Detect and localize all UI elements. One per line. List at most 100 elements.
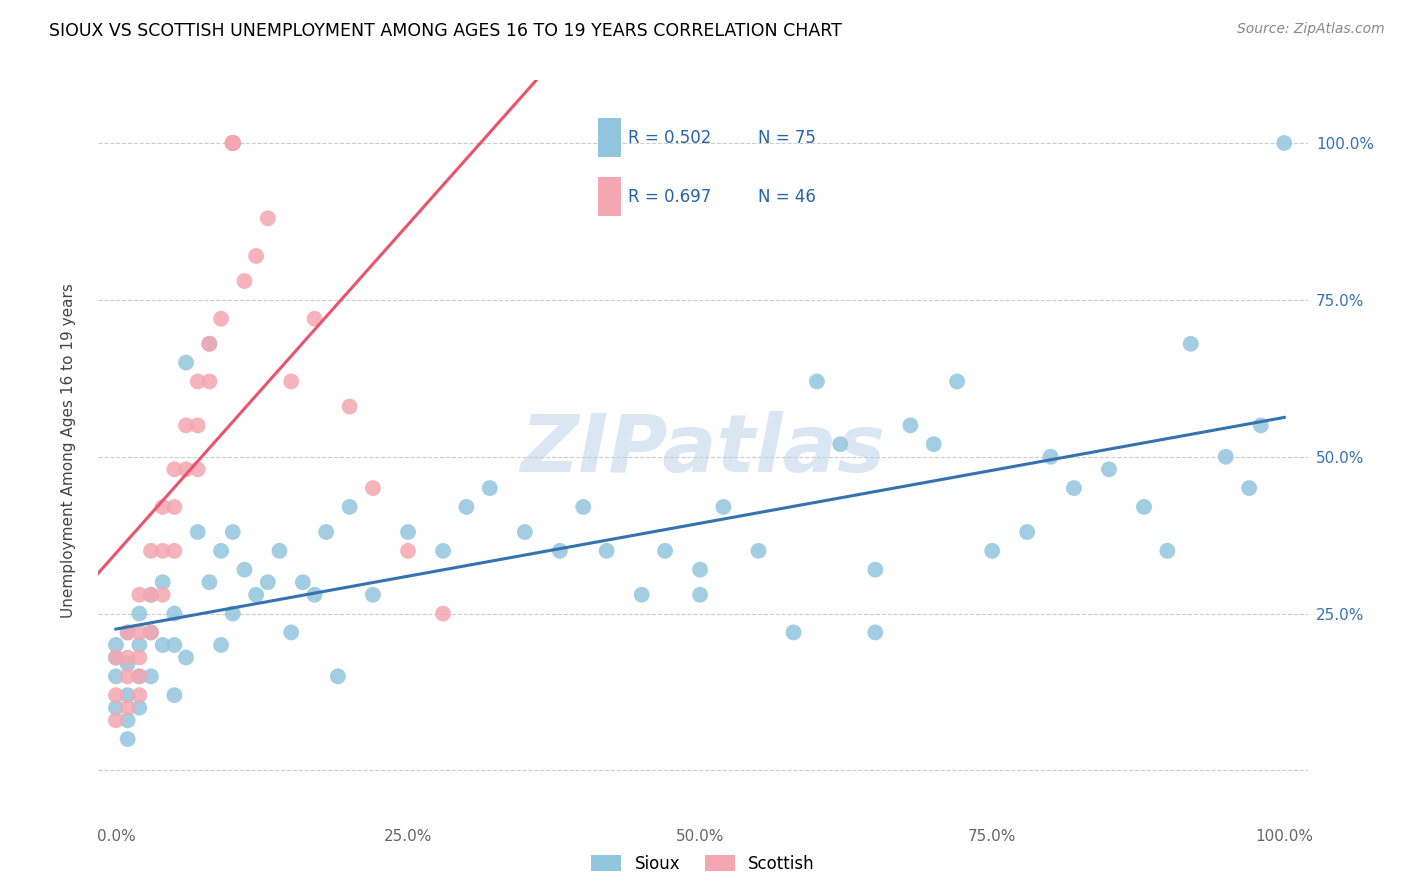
Point	[233, 274, 256, 288]
Point	[117, 625, 139, 640]
Point	[117, 713, 139, 727]
Point	[280, 375, 302, 389]
Point	[139, 625, 162, 640]
Point	[187, 524, 209, 539]
Point	[222, 607, 245, 621]
Point	[163, 638, 186, 652]
Point	[478, 481, 501, 495]
Point	[117, 657, 139, 671]
Point	[865, 563, 887, 577]
Text: Source: ZipAtlas.com: Source: ZipAtlas.com	[1237, 22, 1385, 37]
Point	[1098, 462, 1121, 476]
Point	[139, 669, 162, 683]
Point	[104, 650, 127, 665]
Point	[187, 375, 209, 389]
Point	[152, 575, 174, 590]
Point	[117, 650, 139, 665]
Point	[222, 136, 245, 150]
Point	[432, 544, 454, 558]
Point	[128, 650, 150, 665]
Point	[291, 575, 314, 590]
Point	[104, 700, 127, 714]
Point	[946, 375, 969, 389]
Point	[713, 500, 735, 514]
Point	[198, 336, 221, 351]
Point	[222, 136, 245, 150]
Point	[139, 625, 162, 640]
Point	[456, 500, 478, 514]
Point	[198, 375, 221, 389]
Point	[256, 211, 278, 226]
Point	[339, 500, 361, 514]
Point	[1017, 524, 1039, 539]
Point	[128, 625, 150, 640]
Point	[152, 638, 174, 652]
Point	[163, 500, 186, 514]
Point	[174, 650, 197, 665]
Point	[163, 607, 186, 621]
Point	[187, 462, 209, 476]
Point	[396, 524, 419, 539]
Point	[209, 638, 232, 652]
Point	[1180, 336, 1202, 351]
Point	[630, 588, 652, 602]
Point	[326, 669, 349, 683]
Point	[361, 588, 384, 602]
Point	[117, 625, 139, 640]
Text: ZIPatlas: ZIPatlas	[520, 411, 886, 490]
Point	[163, 544, 186, 558]
Point	[304, 311, 326, 326]
Point	[1250, 418, 1272, 433]
Point	[117, 669, 139, 683]
Point	[128, 669, 150, 683]
Point	[128, 638, 150, 652]
Point	[513, 524, 536, 539]
Point	[128, 669, 150, 683]
Point	[304, 588, 326, 602]
Point	[222, 136, 245, 150]
Point	[128, 607, 150, 621]
Point	[269, 544, 291, 558]
Point	[245, 588, 267, 602]
Point	[1237, 481, 1260, 495]
Point	[222, 136, 245, 150]
Point	[396, 544, 419, 558]
Point	[104, 713, 127, 727]
Point	[245, 249, 267, 263]
Y-axis label: Unemployment Among Ages 16 to 19 years: Unemployment Among Ages 16 to 19 years	[62, 283, 76, 618]
Point	[315, 524, 337, 539]
Point	[104, 638, 127, 652]
Point	[689, 563, 711, 577]
Point	[152, 500, 174, 514]
Point	[187, 418, 209, 433]
Point	[198, 575, 221, 590]
Point	[222, 136, 245, 150]
Point	[432, 607, 454, 621]
Point	[548, 544, 571, 558]
Point	[222, 136, 245, 150]
Point	[806, 375, 828, 389]
Point	[117, 688, 139, 702]
Point	[1039, 450, 1062, 464]
Point	[898, 418, 921, 433]
Point	[198, 336, 221, 351]
Point	[361, 481, 384, 495]
Point	[222, 136, 245, 150]
Point	[1133, 500, 1156, 514]
Point	[174, 462, 197, 476]
Point	[174, 356, 197, 370]
Point	[222, 524, 245, 539]
Point	[209, 311, 232, 326]
Point	[128, 700, 150, 714]
Point	[747, 544, 769, 558]
Point	[782, 625, 804, 640]
Point	[654, 544, 676, 558]
Point	[256, 575, 278, 590]
Point	[104, 688, 127, 702]
Point	[139, 588, 162, 602]
Point	[1156, 544, 1178, 558]
Point	[922, 437, 945, 451]
Text: SIOUX VS SCOTTISH UNEMPLOYMENT AMONG AGES 16 TO 19 YEARS CORRELATION CHART: SIOUX VS SCOTTISH UNEMPLOYMENT AMONG AGE…	[49, 22, 842, 40]
Legend: Sioux, Scottish: Sioux, Scottish	[585, 848, 821, 880]
Point	[572, 500, 595, 514]
